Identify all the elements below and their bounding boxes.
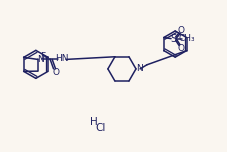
Text: F: F xyxy=(40,52,45,61)
Text: S: S xyxy=(170,34,176,44)
Text: O: O xyxy=(176,44,183,53)
Text: N: N xyxy=(135,64,142,73)
Text: O: O xyxy=(176,26,183,35)
Text: N: N xyxy=(37,55,44,64)
Text: CH₃: CH₃ xyxy=(178,34,194,43)
Text: Cl: Cl xyxy=(95,123,106,133)
Text: H: H xyxy=(89,117,97,127)
Text: HN: HN xyxy=(55,54,68,63)
Text: O: O xyxy=(52,68,59,77)
